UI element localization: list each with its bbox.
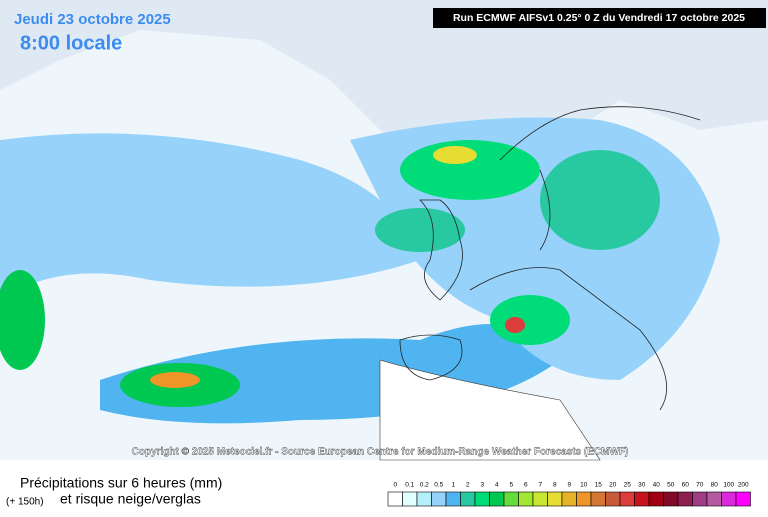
footer-subtitle: et risque neige/verglas: [60, 491, 201, 507]
legend-label: 20: [609, 482, 617, 489]
legend-label: 4: [495, 482, 499, 489]
precip-core: [150, 372, 200, 388]
legend-swatch: [634, 491, 650, 507]
legend-label: 8: [553, 482, 557, 489]
legend-swatch: [663, 491, 679, 507]
legend-label: 0: [393, 482, 397, 489]
legend: 0 0.1 0.2 0.5 1 2 3 4 5 6 7 8 9 10 15 20 25 30 40 50 60 70 80 1…: [387, 482, 751, 507]
date: Jeudi 23 octobre 2025: [14, 11, 171, 28]
map: [0, 0, 768, 461]
legend-label: 60: [682, 482, 690, 489]
legend-label: 0.5: [434, 482, 443, 489]
legend-label: 0.2: [420, 482, 429, 489]
legend-label: 7: [538, 482, 542, 489]
precip-core: [0, 270, 45, 370]
legend-swatch: [576, 491, 592, 507]
run-box: [433, 8, 766, 28]
legend-swatch: [605, 491, 621, 507]
legend-label: 30: [638, 482, 646, 489]
legend-swatch: [648, 491, 664, 507]
run-info: Run ECMWF AIFSv1 0.25° 0 Z du Vendredi 1…: [453, 12, 745, 24]
time: 8:00 locale: [20, 32, 122, 54]
legend-swatch: [706, 491, 722, 507]
copyright: Copyright © 2025 Meteociel.fr - Source E…: [132, 447, 629, 458]
coastline: [419, 199, 463, 301]
legend-swatch: [445, 491, 461, 507]
legend-swatch: [619, 491, 635, 507]
precip-band: [0, 133, 420, 300]
legend-label: 100: [723, 482, 734, 489]
legend-swatch: [677, 491, 693, 507]
legend-swatch: [431, 491, 447, 507]
legend-swatch: [503, 491, 519, 507]
legend-label: 70: [696, 482, 704, 489]
precip-core: [505, 317, 525, 333]
legend-swatch: [518, 491, 534, 507]
legend-swatch: [387, 491, 403, 507]
legend-label: 50: [667, 482, 675, 489]
legend-swatch: [460, 491, 476, 507]
precip-core: [490, 295, 570, 345]
legend-label: 1: [451, 482, 455, 489]
legend-label: 200: [738, 482, 749, 489]
legend-label: 3: [480, 482, 484, 489]
legend-label: 25: [624, 482, 632, 489]
legend-swatch: [561, 491, 577, 507]
legend-swatch: [547, 491, 563, 507]
north-africa: [379, 359, 601, 461]
coastline: [399, 267, 667, 411]
precip-core: [375, 208, 465, 252]
legend-label: 0.1: [405, 482, 414, 489]
legend-swatch: [692, 491, 708, 507]
legend-label: 2: [466, 482, 470, 489]
coastline: [499, 106, 701, 251]
footer-lead: (+ 150h): [6, 497, 44, 508]
legend-swatch: [532, 491, 548, 507]
legend-swatch: [402, 491, 418, 507]
legend-swatch: [474, 491, 490, 507]
legend-label: 5: [509, 482, 513, 489]
footer-title: Précipitations sur 6 heures (mm): [20, 475, 222, 491]
legend-label: 80: [711, 482, 719, 489]
legend-label: 15: [595, 482, 603, 489]
precip-core: [540, 150, 660, 250]
legend-swatch: [590, 491, 606, 507]
legend-label: 9: [567, 482, 571, 489]
legend-swatch: [489, 491, 505, 507]
legend-swatch: [416, 491, 432, 507]
legend-label: 10: [580, 482, 588, 489]
legend-swatch: [735, 491, 751, 507]
legend-swatch: [721, 491, 737, 507]
precip-core: [433, 146, 477, 164]
legend-label: 6: [524, 482, 528, 489]
legend-label: 40: [653, 482, 661, 489]
